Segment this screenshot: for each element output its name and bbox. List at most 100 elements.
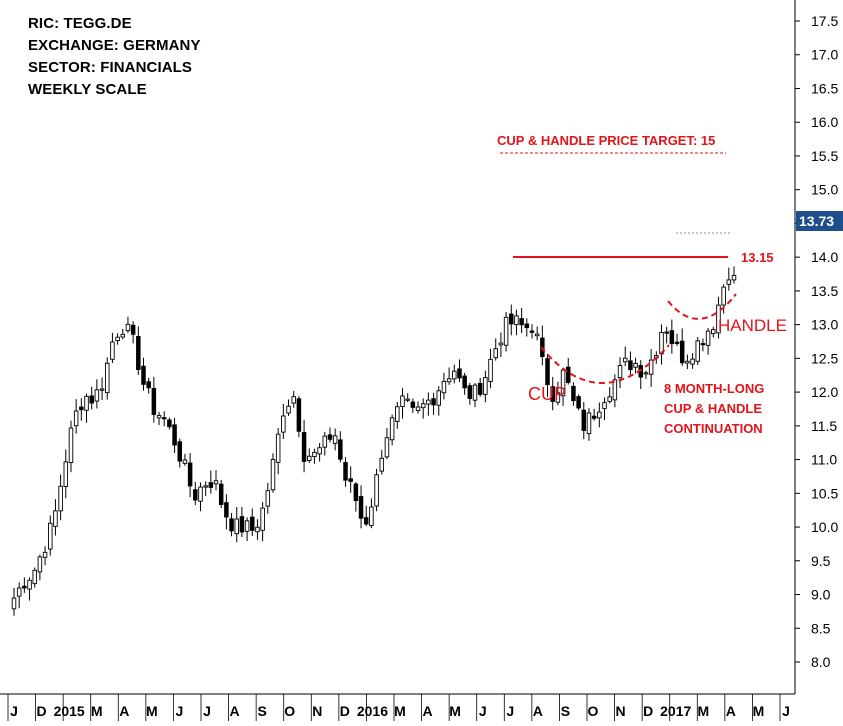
candle-up xyxy=(68,427,74,464)
candle-up xyxy=(374,474,379,507)
candle-down xyxy=(477,382,483,395)
candle-down xyxy=(151,388,157,415)
x-tick-label: M xyxy=(753,703,765,719)
candle-up xyxy=(53,510,58,527)
cup-arc xyxy=(540,344,670,384)
handle-arc xyxy=(667,293,737,320)
candle-up xyxy=(498,342,504,346)
candle-up xyxy=(369,506,374,526)
candle-up xyxy=(436,390,441,406)
candle-down xyxy=(343,462,348,481)
candle-up xyxy=(726,279,732,285)
candle-up xyxy=(389,417,395,441)
candle-up xyxy=(110,341,115,360)
candle-down xyxy=(591,415,597,419)
candle-up xyxy=(203,485,208,488)
candle-down xyxy=(410,401,416,408)
candle-down xyxy=(519,318,524,326)
candle-up xyxy=(690,358,695,365)
x-tick-label: D xyxy=(37,703,47,719)
x-tick-label: A xyxy=(533,703,543,719)
pattern-label-line3: CONTINUATION xyxy=(664,421,763,436)
candle-up xyxy=(493,348,498,359)
handle-label: HANDLE xyxy=(718,316,787,335)
candle-up xyxy=(307,455,312,461)
candle-up xyxy=(16,587,22,597)
candle-down xyxy=(187,462,193,487)
candle-down xyxy=(571,385,576,402)
candle-down xyxy=(141,365,146,385)
candle-up xyxy=(63,461,69,488)
candle-up xyxy=(716,304,721,334)
candle-up xyxy=(84,395,89,411)
level-layer xyxy=(500,152,737,384)
candle-up xyxy=(260,507,265,531)
candle-up xyxy=(198,486,203,502)
candle-up xyxy=(213,480,219,485)
cup-label: CUP xyxy=(528,384,566,404)
candle-up xyxy=(32,569,37,585)
last-price-tag-box xyxy=(796,211,843,231)
candle-up xyxy=(648,359,654,375)
pattern-label-line1: 8 MONTH-LONG xyxy=(664,381,764,396)
y-tick-label: 17.5 xyxy=(811,13,838,29)
y-tick-label: 8.5 xyxy=(811,620,831,636)
x-tick-labels: J D 2015 M A M J J A S O N D 2016 M A M J J A S O N D 2017 M A M J xyxy=(7,694,790,721)
x-tick-label: O xyxy=(284,703,295,719)
candle-down xyxy=(136,335,141,370)
candle-down xyxy=(208,482,214,488)
candle-up xyxy=(721,286,726,306)
candle-up xyxy=(488,358,493,382)
y-tick-label: 10.0 xyxy=(811,519,838,535)
y-tick-label: 13.5 xyxy=(811,283,838,299)
x-tick-label: M xyxy=(449,703,461,719)
candle-down xyxy=(467,385,473,399)
candle-up xyxy=(420,403,426,409)
candle-up xyxy=(99,388,105,391)
candle-up xyxy=(400,395,405,407)
candle-up xyxy=(281,415,286,433)
candle-up xyxy=(265,490,271,507)
candle-down xyxy=(146,381,151,389)
candle-down xyxy=(545,358,550,386)
candle-down xyxy=(509,313,514,325)
candle-up xyxy=(94,389,100,402)
y-tick-label: 16.5 xyxy=(811,80,838,96)
candle-down xyxy=(524,323,530,329)
candle-down xyxy=(250,516,255,531)
candle-up xyxy=(643,372,649,375)
candle-up xyxy=(270,458,276,491)
candle-up xyxy=(73,410,79,427)
price-target-label: CUP & HANDLE PRICE TARGET: 15 xyxy=(497,133,715,148)
candle-up xyxy=(617,365,623,379)
x-tick-label: M xyxy=(146,703,158,719)
candle-up xyxy=(452,370,457,380)
candle-down xyxy=(229,518,234,532)
candle-down xyxy=(576,396,581,409)
y-tick-label: 11.5 xyxy=(811,418,837,434)
candle-down xyxy=(550,386,555,402)
candle-up xyxy=(312,451,317,458)
x-tick-label: A xyxy=(726,703,736,719)
candle-up xyxy=(317,447,322,455)
y-tick-label: 11.0 xyxy=(811,452,837,468)
candle-up xyxy=(405,398,410,401)
candle-up xyxy=(291,396,296,404)
candle-up xyxy=(322,435,328,448)
y-tick-label: 13.0 xyxy=(811,317,838,333)
candle-up xyxy=(11,597,17,610)
candle-up xyxy=(234,518,239,535)
pattern-label-line2: CUP & HANDLE xyxy=(664,401,762,416)
candle-down xyxy=(674,341,680,344)
candle-up xyxy=(415,406,421,411)
candle-up xyxy=(446,378,452,383)
candle-down xyxy=(358,496,364,519)
candle-up xyxy=(586,412,592,435)
candle-up xyxy=(731,274,737,281)
sector-label: SECTOR: FINANCIALS xyxy=(28,59,193,76)
candle-up xyxy=(695,340,700,362)
x-tick-label: S xyxy=(561,703,570,719)
y-tick-label: 9.0 xyxy=(811,587,831,603)
candle-up xyxy=(705,330,711,346)
candle-up xyxy=(125,323,131,332)
